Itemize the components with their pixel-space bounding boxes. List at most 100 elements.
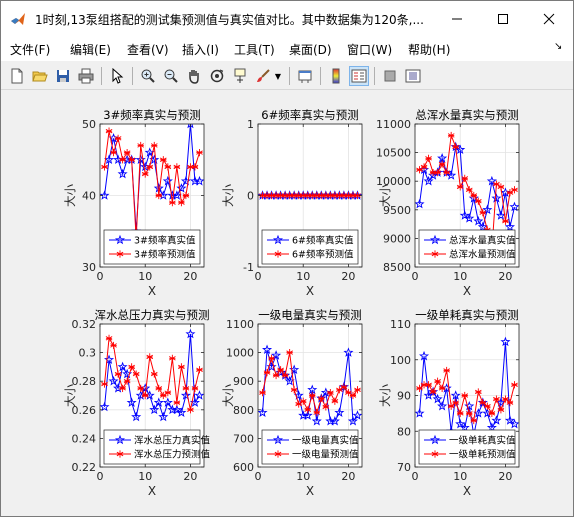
menu-view[interactable]: 查看(V) [127,43,169,57]
asterisk-marker [119,384,126,392]
star-marker [302,410,313,420]
menu-file[interactable]: 文件(F) [10,43,51,57]
star-marker [262,344,273,355]
star-marker [162,397,173,407]
subplot-title: 浑水总压力真实与预测 [95,308,210,322]
asterisk-marker [101,163,108,171]
star-marker [104,354,115,365]
close-button[interactable] [526,1,572,37]
rotate-icon[interactable] [207,66,227,86]
star-marker [194,390,204,400]
brush-icon[interactable] [253,66,273,86]
star-marker [307,384,318,395]
print-icon[interactable] [76,66,96,86]
subplot-title: 总浑水量真实与预测 [415,108,519,122]
colorbar-icon[interactable] [326,66,346,86]
asterisk-marker [304,191,312,200]
star-marker [464,400,475,411]
y-tick-label: 80 [397,425,411,438]
x-tick-label: 20 [341,270,355,283]
series-group [258,344,362,426]
asterisk-marker [465,409,473,417]
dock-arrow-icon[interactable]: ↘ [554,41,563,52]
asterisk-marker [429,388,437,396]
asterisk-marker [497,183,505,191]
asterisk-marker [281,191,289,200]
y-tick-label: 0.22 [72,461,97,474]
menu-edit[interactable]: 编辑(E) [70,43,111,57]
asterisk-marker [119,156,126,164]
asterisk-marker [272,371,280,380]
asterisk-marker [340,383,348,391]
asterisk-marker [438,160,446,168]
y-tick-label: 0 [247,190,254,203]
legend-label: 总浑水量真实值 [449,235,516,247]
x-tick-label: 10 [453,270,467,283]
star-marker [176,407,187,417]
hide-plot-tools-icon[interactable] [380,66,400,86]
asterisk-marker [137,384,145,392]
y-tick-label: 0.32 [72,318,97,331]
asterisk-marker [425,381,432,389]
show-plot-tools-icon[interactable] [403,66,423,86]
star-marker [271,350,282,360]
subplot-title: 3#频率真实与预测 [103,108,200,122]
asterisk-marker [456,183,464,191]
save-icon[interactable] [53,66,73,86]
x-tick-label: 20 [341,470,355,483]
star-marker [114,234,126,245]
x-tick-label: 20 [498,270,512,283]
x-tick-label: 10 [453,470,467,483]
legend-label: 3#频率预测值 [134,249,196,261]
star-marker [162,175,173,186]
minimize-button[interactable] [434,1,480,37]
asterisk-marker [438,384,446,392]
toolbar-separator [320,67,321,85]
x-tick-label: 20 [183,270,197,283]
star-marker [158,411,169,422]
y-tick-label: 8500 [383,261,411,274]
x-axis-label: X [148,484,156,498]
asterisk-marker [354,386,361,394]
menu-window[interactable]: 窗口(W) [347,43,393,57]
star-marker [311,415,322,426]
asterisk-marker [447,402,455,410]
menu-insert[interactable]: 插入(I) [182,43,219,57]
open-icon[interactable] [30,66,50,86]
asterisk-marker [434,169,441,177]
y-tick-label: 90 [397,390,411,403]
zoom-out-icon[interactable] [161,66,181,86]
brush-dropdown-chevron-icon[interactable]: ▼ [274,71,282,81]
asterisk-marker [506,399,514,407]
menu-tools[interactable]: 工具(T) [234,43,275,57]
menu-help[interactable]: 帮助(H) [408,43,451,57]
data-cursor-icon[interactable] [230,66,250,86]
y-tick-label: 600 [233,461,254,474]
star-marker [100,190,110,200]
x-tick-label: 20 [498,470,512,483]
y-tick-label: 9500 [383,204,411,217]
pan-icon[interactable] [184,66,204,86]
star-marker [258,407,268,417]
asterisk-marker [308,391,316,400]
series-group [100,328,204,422]
star-marker [455,144,466,155]
asterisk-marker [349,191,357,200]
asterisk-marker [474,197,482,205]
new-figure-icon[interactable] [7,66,27,86]
star-marker [114,434,126,445]
asterisk-marker [304,406,312,414]
legend-icon[interactable] [349,66,369,86]
asterisk-marker [128,156,135,164]
link-icon[interactable] [295,66,315,86]
star-marker [482,204,493,215]
maximize-button[interactable] [480,1,526,37]
asterisk-marker [313,191,321,200]
menu-desktop[interactable]: 桌面(D) [289,43,332,57]
pointer-icon[interactable] [107,66,127,86]
zoom-in-icon[interactable] [138,66,158,86]
star-marker [429,434,441,445]
asterisk-marker [290,386,298,394]
axes-frame [414,123,520,268]
